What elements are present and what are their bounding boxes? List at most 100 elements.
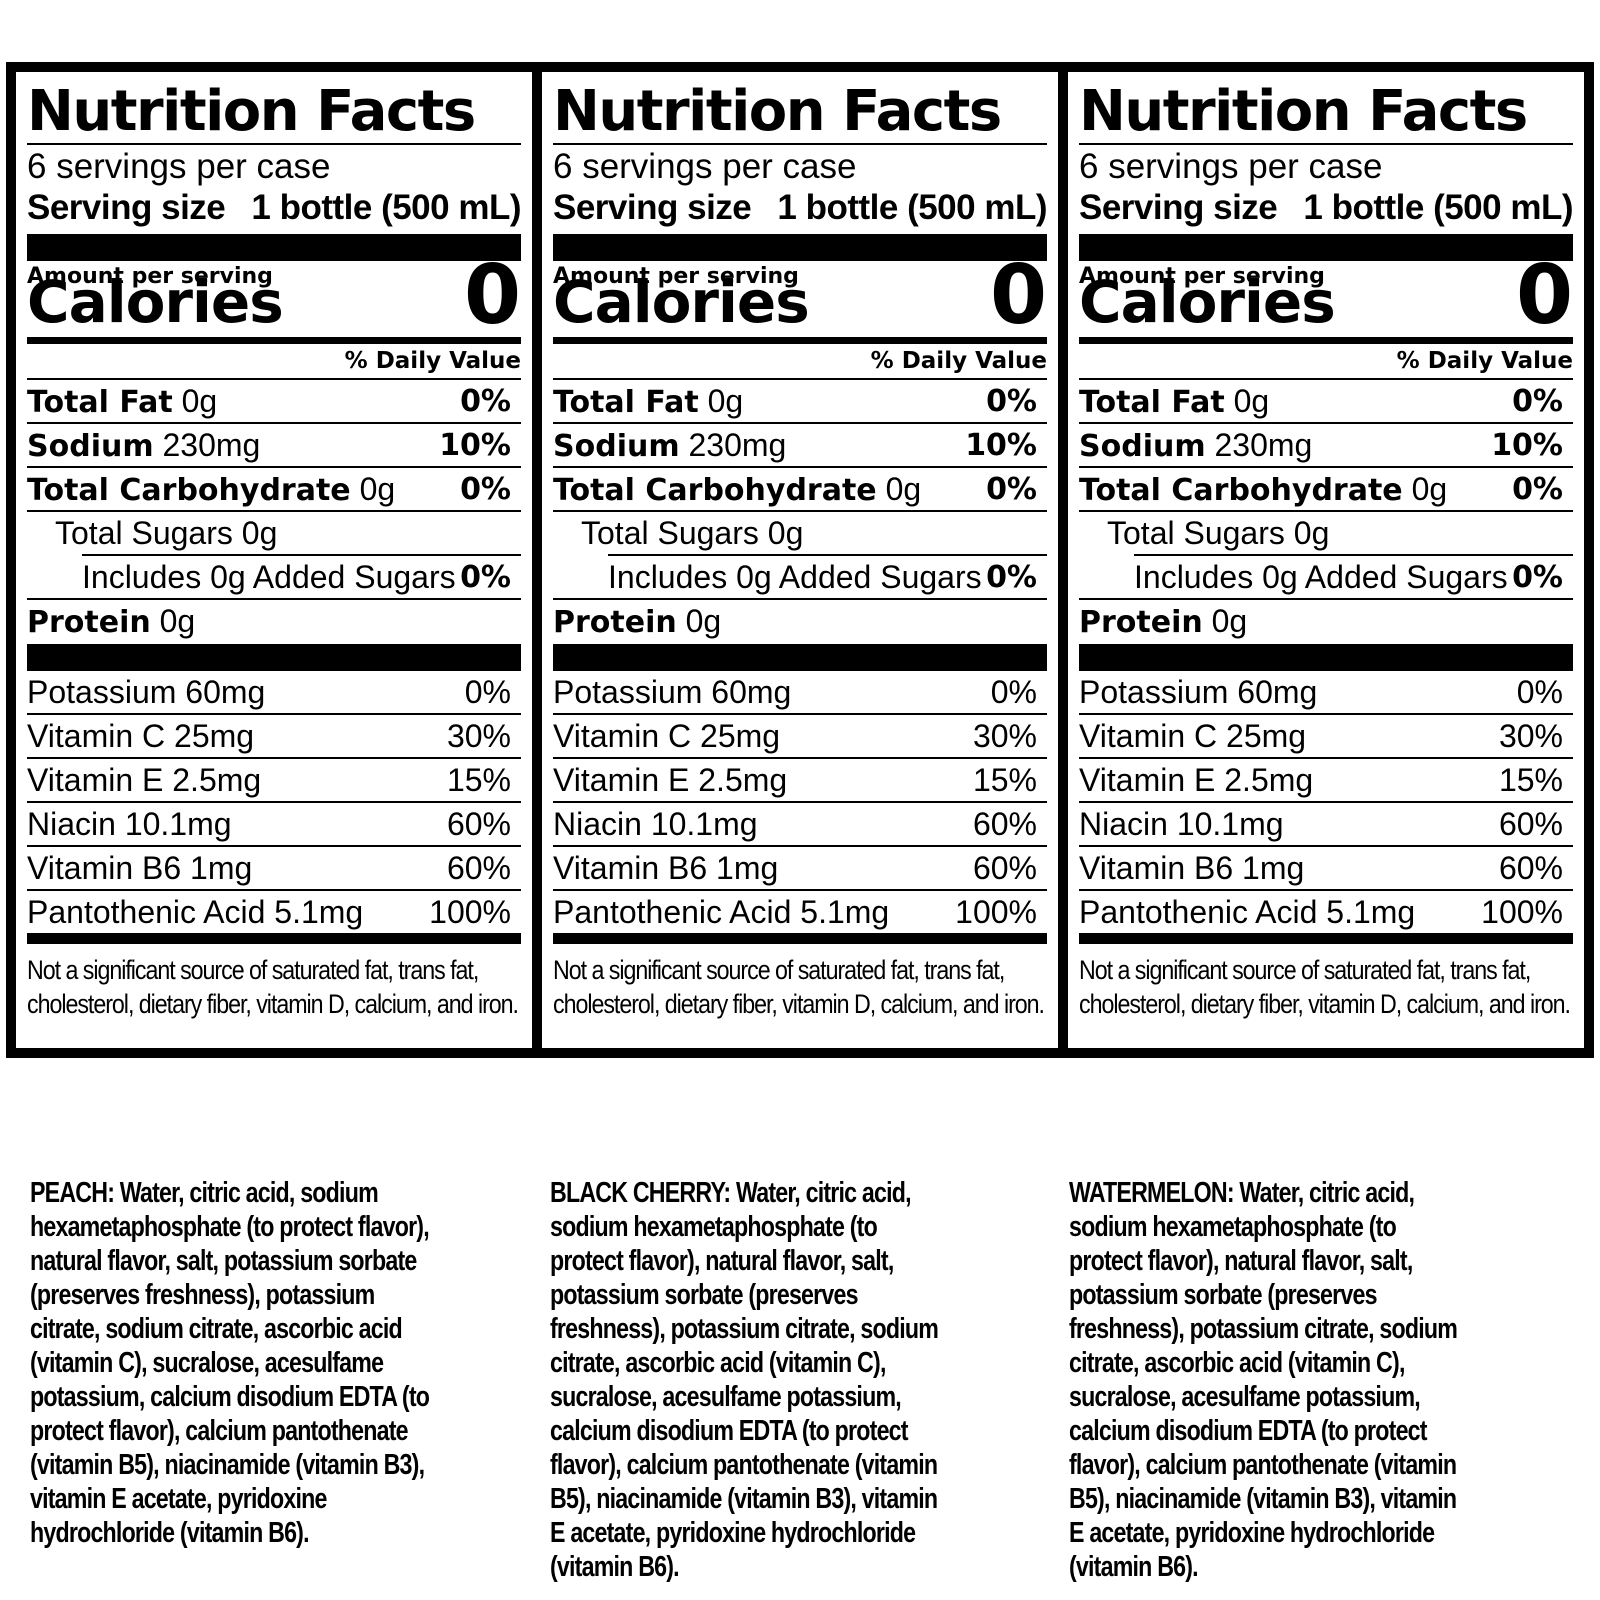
divider [1079,422,1573,424]
vitamin-dv: 30% [446,717,511,754]
nutrient-row: Protein 0g [1079,600,1573,642]
divider [1134,554,1573,556]
serving-size-label: Serving size [1079,188,1278,227]
serving-size-label: Serving size [27,188,226,227]
nutrient-label: Total Fat [553,384,699,420]
serving-size-label: Serving size [553,188,752,227]
nutrient-dv: 0% [1512,559,1563,595]
nutrient-label: Total Fat [27,384,173,420]
divider [27,757,521,759]
footnote: Not a significant source of saturated fa… [1079,955,1571,1019]
nutrient-label: Protein [27,604,151,640]
calories-value: 0 [989,248,1047,343]
daily-value-header: % Daily Value [1396,348,1573,374]
nutrient-amount: 0g [181,382,218,419]
nutrient-label: Total Sugars 0g [55,514,278,551]
vitamin-dv: 15% [1498,761,1563,798]
amount-per-serving: Amount per serving [553,264,799,289]
vitamin-dv: 100% [955,893,1037,930]
amount-per-serving: Amount per serving [27,264,273,289]
divider [27,378,521,380]
vitamin-dv: 60% [446,849,511,886]
serving-size-row: Serving size 1 bottle (500 mL) [553,188,1047,234]
vitamin-row: Vitamin C 25mg 30% [27,715,521,757]
divider [82,554,521,556]
medium-divider [1079,933,1573,944]
vitamin-row: Vitamin C 25mg 30% [553,715,1047,757]
vitamin-label: Pantothenic Acid 5.1mg [1079,893,1416,930]
daily-value-header: % Daily Value [344,348,521,374]
ingredients-watermelon: WATERMELON: Water, citric acid, sodium h… [1069,1177,1458,1583]
divider [27,143,521,145]
divider [27,713,521,715]
serving-size-row: Serving size 1 bottle (500 mL) [1079,188,1573,234]
vitamin-row: Potassium 60mg 0% [553,671,1047,713]
divider [1079,378,1573,380]
daily-value-header: % Daily Value [870,348,1047,374]
nutrient-row: Total Carbohydrate 0g 0% [27,468,521,510]
calories-label: Calories [1079,268,1336,336]
nutrient-dv: 0% [460,383,511,419]
nutrient-label: Total Carbohydrate [1079,472,1403,508]
serving-size-value: 1 bottle (500 mL) [1303,188,1573,227]
nutrient-amount: 0g [685,602,722,639]
vitamin-dv: 30% [972,717,1037,754]
thick-divider [1079,644,1573,671]
divider [27,510,521,512]
vitamin-label: Niacin 10.1mg [1079,805,1284,842]
vitamin-row: Pantothenic Acid 5.1mg 100% [553,891,1047,933]
nutrition-facts-panels: Nutrition Facts 6 servings per case Serv… [6,62,1594,1058]
divider [1079,143,1573,145]
divider [27,466,521,468]
nutrient-label: Sodium [27,428,154,464]
nutrition-panel: Nutrition Facts 6 servings per case Serv… [16,72,532,1048]
serving-size-value: 1 bottle (500 mL) [251,188,521,227]
nutrition-panel: Nutrition Facts 6 servings per case Serv… [542,72,1058,1048]
vitamin-row: Vitamin B6 1mg 60% [1079,847,1573,889]
nutrient-label: Includes 0g Added Sugars [82,558,456,595]
nutrient-label: Sodium [553,428,680,464]
nutrient-row: Sodium 230mg 10% [553,424,1047,466]
nutrient-amount: 0g [359,470,396,507]
divider [27,598,521,600]
vitamin-row: Niacin 10.1mg 60% [27,803,521,845]
divider [27,801,521,803]
vitamin-dv: 60% [1498,849,1563,886]
footnote: Not a significant source of saturated fa… [553,955,1045,1019]
divider [1079,757,1573,759]
divider [608,554,1047,556]
servings-per-case: 6 servings per case [553,147,857,186]
thick-divider [1079,234,1573,261]
vitamin-label: Vitamin E 2.5mg [27,761,262,798]
nutrient-label: Includes 0g Added Sugars [1134,558,1508,595]
divider [27,845,521,847]
calories-row: Calories 0 [1079,255,1573,337]
nutrient-row: Total Sugars 0g [553,512,1047,554]
nutrient-dv: 0% [986,559,1037,595]
calories-value: 0 [1515,248,1573,343]
vitamin-dv: 0% [990,673,1037,710]
divider [553,757,1047,759]
medium-divider [1079,337,1573,344]
nutrient-row: Total Carbohydrate 0g 0% [553,468,1047,510]
vitamin-dv: 100% [1481,893,1563,930]
thick-divider [553,234,1047,261]
vitamin-label: Vitamin B6 1mg [553,849,779,886]
nutrient-amount: 0g [885,470,922,507]
nutrient-label: Total Carbohydrate [27,472,351,508]
nutrient-label: Total Sugars 0g [1107,514,1330,551]
vitamin-row: Niacin 10.1mg 60% [553,803,1047,845]
divider [1079,713,1573,715]
nutrient-label: Protein [1079,604,1203,640]
vitamin-label: Vitamin B6 1mg [27,849,253,886]
vitamin-label: Niacin 10.1mg [553,805,758,842]
vitamin-label: Vitamin C 25mg [1079,717,1307,754]
medium-divider [553,933,1047,944]
nutrient-dv: 0% [1512,471,1563,507]
vitamin-row: Niacin 10.1mg 60% [1079,803,1573,845]
nutrient-row: Total Fat 0g 0% [1079,380,1573,422]
divider [1079,510,1573,512]
vitamin-row: Pantothenic Acid 5.1mg 100% [27,891,521,933]
footnote: Not a significant source of saturated fa… [27,955,519,1019]
vitamin-row: Vitamin B6 1mg 60% [27,847,521,889]
